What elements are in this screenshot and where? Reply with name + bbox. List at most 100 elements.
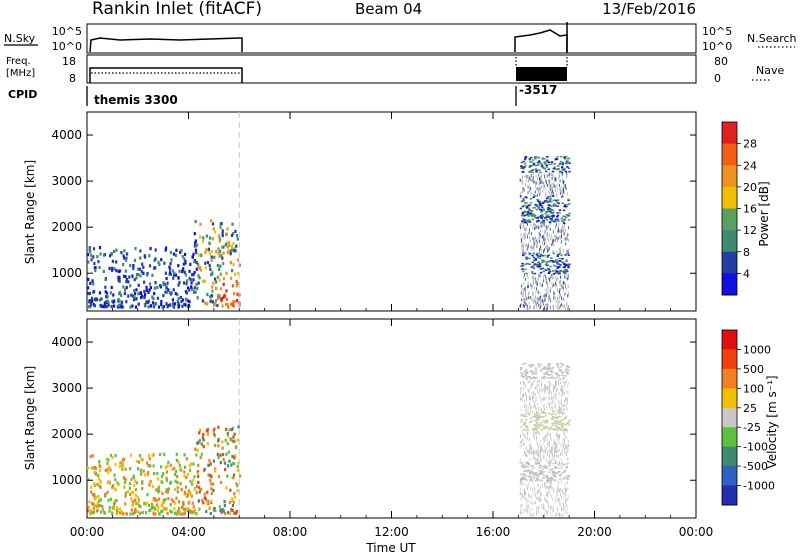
data-cell xyxy=(529,252,532,255)
data-cell xyxy=(536,256,540,258)
data-cell xyxy=(563,471,566,473)
data-cell xyxy=(524,433,525,437)
data-cell xyxy=(169,463,172,467)
data-cell xyxy=(534,386,536,390)
data-cell xyxy=(528,510,530,514)
data-cell xyxy=(558,260,561,262)
data-cell xyxy=(543,457,545,461)
data-cell xyxy=(132,512,135,516)
data-cell xyxy=(120,293,123,297)
data-cell xyxy=(521,180,523,184)
data-cell xyxy=(202,438,205,442)
data-cell xyxy=(556,205,559,208)
data-cell xyxy=(182,502,185,506)
data-cell xyxy=(98,265,101,270)
data-cell xyxy=(160,302,163,307)
data-cell xyxy=(547,431,549,435)
data-cell xyxy=(186,279,189,283)
data-cell xyxy=(156,296,160,300)
data-cell xyxy=(214,280,218,284)
data-cell xyxy=(160,504,163,508)
data-cell xyxy=(566,235,568,239)
data-cell xyxy=(554,413,557,416)
data-cell xyxy=(556,376,559,379)
data-cell xyxy=(528,494,530,498)
data-cell xyxy=(551,275,553,279)
data-cell xyxy=(532,396,534,400)
data-cell xyxy=(549,277,551,281)
data-cell xyxy=(538,453,540,457)
data-cell xyxy=(142,469,145,473)
data-cell xyxy=(534,372,538,374)
data-cell xyxy=(528,301,530,305)
x-tick-label: 00:00 xyxy=(70,525,105,539)
data-cell xyxy=(548,377,552,379)
data-cell xyxy=(527,433,528,437)
data-cell xyxy=(556,453,558,457)
data-cell xyxy=(129,284,132,288)
data-cell xyxy=(564,155,568,158)
data-cell xyxy=(111,268,114,272)
data-cell xyxy=(542,167,546,170)
data-cell xyxy=(523,470,526,472)
data-cell xyxy=(563,504,565,508)
data-cell xyxy=(525,262,529,265)
data-cell xyxy=(165,507,168,511)
data-cell xyxy=(539,233,541,237)
data-cell xyxy=(176,292,179,297)
data-cell xyxy=(531,261,535,264)
data-cell xyxy=(524,201,527,204)
data-cell xyxy=(148,288,151,292)
data-cell xyxy=(158,262,161,267)
data-cell xyxy=(555,276,557,279)
data-cell xyxy=(223,294,226,298)
data-cell xyxy=(552,220,556,223)
data-cell xyxy=(143,254,146,258)
data-cell xyxy=(557,507,558,511)
data-cell xyxy=(538,406,540,410)
data-cell xyxy=(554,296,556,300)
data-cell xyxy=(152,505,155,509)
data-cell xyxy=(147,464,150,468)
data-cell xyxy=(535,421,538,424)
data-cell xyxy=(174,501,177,505)
data-cell xyxy=(558,222,560,226)
data-cell xyxy=(520,214,524,217)
data-cell xyxy=(199,268,203,272)
data-cell xyxy=(99,510,103,514)
data-cell xyxy=(533,491,535,495)
data-cell xyxy=(535,263,538,266)
data-cell xyxy=(542,181,544,185)
data-cell xyxy=(544,412,547,414)
data-cell xyxy=(565,371,569,374)
data-cell xyxy=(538,208,542,211)
data-cell xyxy=(225,486,228,490)
data-cell xyxy=(538,472,542,475)
data-cell xyxy=(562,270,565,273)
data-cell xyxy=(232,500,235,504)
data-cell xyxy=(548,199,552,202)
data-cell xyxy=(533,379,535,383)
data-cell xyxy=(562,377,565,380)
data-cell xyxy=(544,229,546,233)
x-tick-label: 08:00 xyxy=(273,525,308,539)
data-cell xyxy=(523,188,525,192)
data-cell xyxy=(533,281,534,285)
data-cell xyxy=(545,481,547,485)
data-cell xyxy=(556,454,557,458)
data-cell xyxy=(561,193,563,197)
data-cell xyxy=(134,479,137,483)
data-cell xyxy=(528,285,530,289)
data-cell xyxy=(532,256,536,259)
colorbar-tick-label: 1000 xyxy=(743,343,771,356)
freq-tick-bottom: 8 xyxy=(69,72,76,85)
data-cell xyxy=(565,214,569,216)
data-cell xyxy=(163,452,166,456)
data-cell xyxy=(565,404,567,408)
data-cell xyxy=(546,208,550,211)
data-cell xyxy=(548,363,551,365)
data-cell xyxy=(538,456,539,460)
data-cell xyxy=(219,225,222,230)
